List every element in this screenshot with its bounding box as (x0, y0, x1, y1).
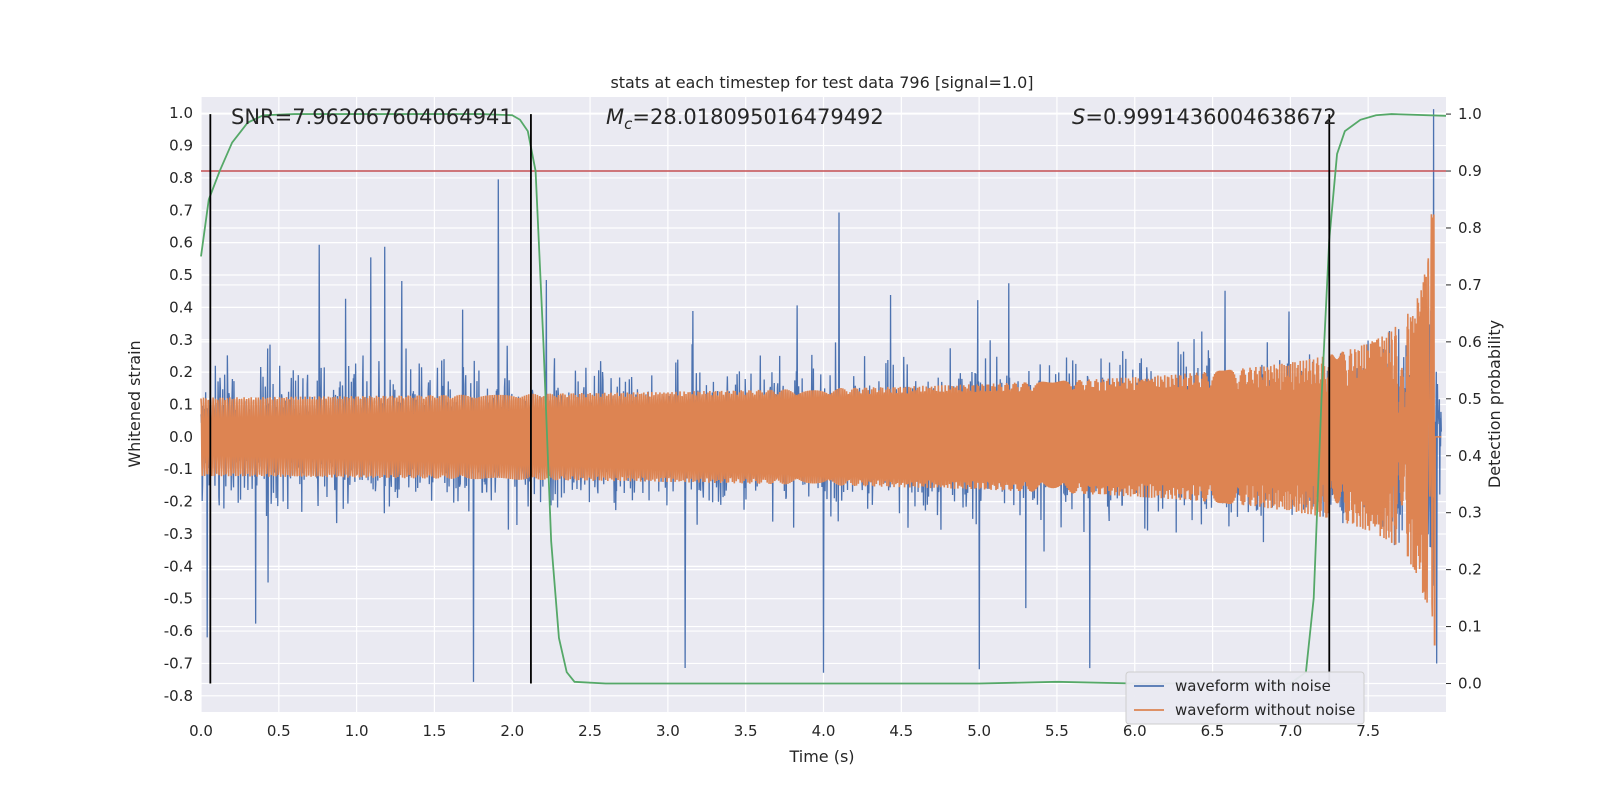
legend-label-noise: waveform with noise (1175, 677, 1331, 695)
y-tick-label: 0.4 (169, 298, 193, 316)
x-tick-label: 4.5 (889, 722, 913, 740)
x-tick-label: 7.5 (1356, 722, 1380, 740)
x-tick-label: 3.5 (734, 722, 758, 740)
y-tick-label: -0.1 (164, 460, 193, 478)
y2-tick-label: 0.3 (1458, 504, 1482, 522)
chart-title: stats at each timestep for test data 796… (610, 73, 1033, 92)
legend-label-clean: waveform without noise (1175, 701, 1355, 719)
y2-tick-label: 0.7 (1458, 276, 1482, 294)
x-tick-label: 2.5 (578, 722, 602, 740)
y-tick-label: 0.8 (169, 169, 193, 187)
y2-ticks: 1.0 0.9 0.8 0.7 0.6 0.5 0.4 0.3 0.2 0.1 0.0 (1446, 105, 1482, 693)
y2-tick-label: 0.6 (1458, 333, 1482, 351)
series-waveform-without-noise (200, 214, 1442, 646)
y-tick-label: -0.6 (164, 622, 193, 640)
annotation-chirp-mass: Mc=28.018095016479492 (606, 105, 884, 133)
x-tick-label: 0.5 (267, 722, 291, 740)
y-tick-label: 0.3 (169, 331, 193, 349)
y2-axis-title: Detection probability (1485, 320, 1504, 488)
y-tick-label: 0.0 (169, 428, 193, 446)
y-tick-label: -0.4 (164, 557, 193, 575)
y2-tick-label: 0.8 (1458, 219, 1482, 237)
x-tick-label: 5.0 (967, 722, 991, 740)
y-tick-label: 0.2 (169, 363, 193, 381)
x-tick-label: 1.0 (345, 722, 369, 740)
legend: waveform with noise waveform without noi… (1125, 671, 1365, 725)
x-tick-label: 6.5 (1201, 722, 1225, 740)
mc-subscript: c (624, 115, 633, 133)
annotation-snr: SNR=7.962067604064941 (231, 105, 513, 129)
x-tick-label: 5.5 (1045, 722, 1069, 740)
y2-tick-label: 0.4 (1458, 447, 1482, 465)
x-tick-label: 6.0 (1123, 722, 1147, 740)
y-tick-label: -0.5 (164, 590, 193, 608)
y2-tick-label: 0.2 (1458, 561, 1482, 579)
y-tick-label: 1.0 (169, 104, 193, 122)
y-tick-label: 0.9 (169, 137, 193, 155)
y-tick-label: 0.7 (169, 201, 193, 219)
y2-tick-label: 0.5 (1458, 390, 1482, 408)
y-axis-title: Whitened strain (125, 340, 144, 467)
x-ticks: 0.0 0.5 1.0 1.5 2.0 2.5 3.0 3.5 4.0 4.5 5.0 5.5 6.0 6… (189, 722, 1380, 740)
x-tick-label: 3.0 (656, 722, 680, 740)
s-value: =0.9991436004638672 (1085, 105, 1336, 129)
y2-tick-label: 0.9 (1458, 162, 1482, 180)
y-tick-label: -0.2 (164, 493, 193, 511)
x-tick-label: 2.0 (500, 722, 524, 740)
s-symbol: S (1072, 105, 1085, 129)
event-lines (209, 114, 1331, 684)
y-tick-label: 0.5 (169, 266, 193, 284)
x-tick-label: 1.5 (423, 722, 447, 740)
x-tick-label: 4.0 (812, 722, 836, 740)
y2-tick-label: 0.1 (1458, 618, 1482, 636)
x-axis-title: Time (s) (788, 747, 854, 766)
clean-line (200, 214, 1442, 646)
y-tick-label: -0.7 (164, 654, 193, 672)
y-tick-label: -0.8 (164, 687, 193, 705)
mc-symbol: M (606, 105, 624, 129)
y-tick-label: -0.3 (164, 525, 193, 543)
mc-value: =28.018095016479492 (632, 105, 883, 129)
x-tick-label: 7.0 (1278, 722, 1302, 740)
y2-tick-label: 1.0 (1458, 105, 1482, 123)
x-tick-label: 0.0 (189, 722, 213, 740)
y-tick-label: 0.1 (169, 396, 193, 414)
y2-tick-label: 0.0 (1458, 675, 1482, 693)
annotation-s: S=0.9991436004638672 (1072, 105, 1337, 129)
legend-box (1125, 671, 1365, 725)
y-ticks: 1.0 0.9 0.8 0.7 0.6 0.5 0.4 0.3 0.2 0.1 0.0 -0.1 -0.… (164, 104, 193, 705)
y-tick-label: 0.6 (169, 234, 193, 252)
